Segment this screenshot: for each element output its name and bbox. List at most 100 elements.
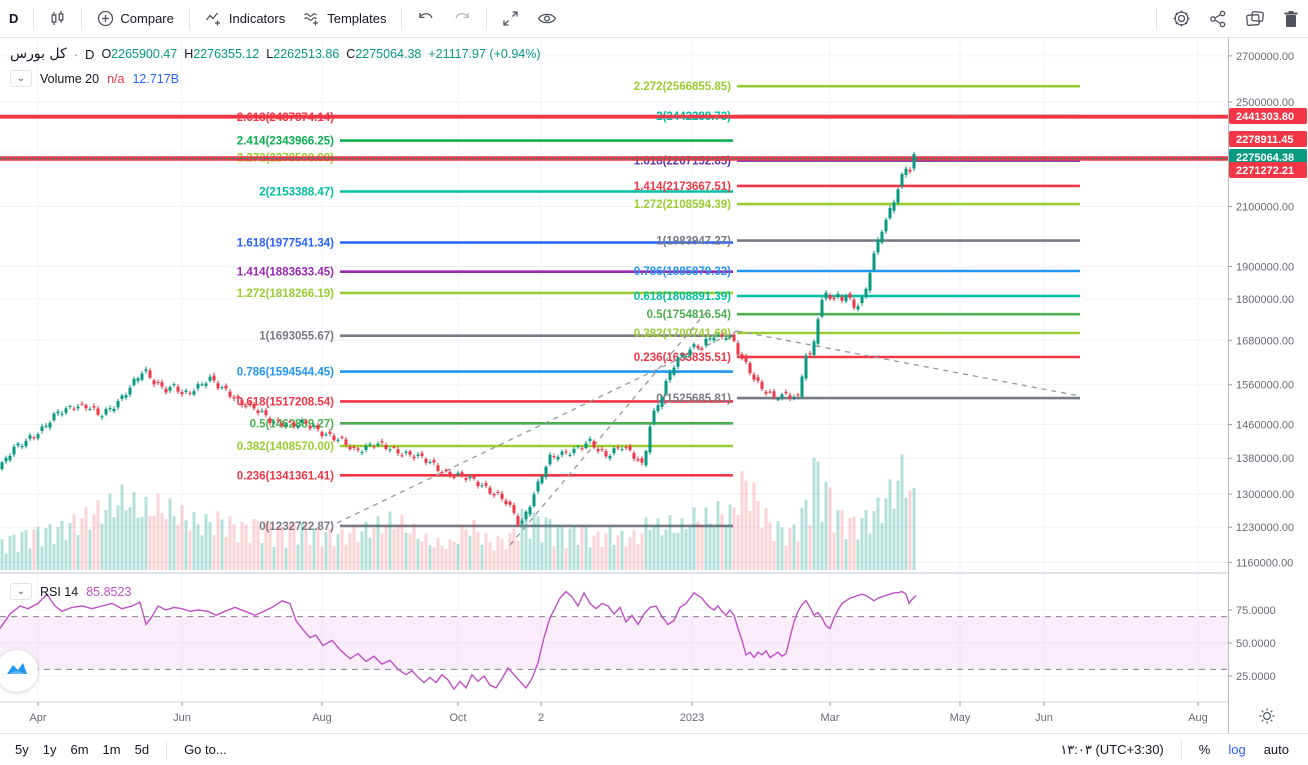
- price-axis[interactable]: 2700000.00 2500000.00 2100000.00 1900000.00…: [1228, 38, 1308, 733]
- svg-text:2100000.00: 2100000.00: [1236, 202, 1294, 214]
- svg-text:1560000.00: 1560000.00: [1236, 380, 1294, 392]
- symbol-title[interactable]: كل بورس: [10, 46, 67, 62]
- sun-gear-icon: [1258, 707, 1276, 730]
- axis-settings-button[interactable]: [1254, 705, 1280, 731]
- share-button[interactable]: [1200, 4, 1236, 34]
- toolbar-divider: [1156, 7, 1157, 30]
- goto-button[interactable]: Go to...: [177, 738, 234, 761]
- rsi-legend: ⌄ RSI 14 85.8523: [10, 583, 131, 600]
- svg-text:2.272(2566855.85): 2.272(2566855.85): [634, 81, 731, 93]
- compare-label: Compare: [120, 11, 174, 26]
- fib-retracement-left[interactable]: 2.618(2437874.14)2.414(2343966.25)2.272(…: [0, 112, 1228, 533]
- templates-icon: [303, 10, 321, 27]
- svg-text:2271272.21: 2271272.21: [1236, 165, 1294, 177]
- clock-button[interactable]: ۱۳:۰۳ (UTC+3:30): [1053, 738, 1170, 762]
- svg-text:2: 2: [538, 712, 544, 724]
- volume-legend: ⌄ Volume 20 n/a 12.717B: [10, 70, 179, 87]
- svg-text:1230000.00: 1230000.00: [1236, 522, 1294, 534]
- rsi-value: 85.8523: [86, 584, 132, 599]
- range-1y-button[interactable]: 1y: [36, 738, 64, 761]
- gear-icon: [1172, 9, 1191, 28]
- ohlc-item: C2275064.38: [346, 47, 422, 61]
- trash-icon: [1283, 10, 1299, 28]
- svg-text:1680000.00: 1680000.00: [1236, 335, 1294, 347]
- svg-text:1.414(1883633.45): 1.414(1883633.45): [237, 267, 334, 279]
- share-icon: [1209, 10, 1227, 28]
- volume-label: Volume 20: [40, 71, 100, 86]
- svg-text:50.0000: 50.0000: [1236, 638, 1276, 650]
- snapshot-button[interactable]: [1236, 4, 1274, 34]
- volume-value: 12.717B: [132, 71, 180, 86]
- fullscreen-button[interactable]: [493, 4, 528, 33]
- svg-text:0.5(1754816.54): 0.5(1754816.54): [647, 309, 732, 321]
- svg-text:0.236(1633835.51): 0.236(1633835.51): [634, 352, 731, 364]
- brand-logo-button[interactable]: [0, 650, 38, 692]
- percent-scale-button[interactable]: %: [1192, 738, 1218, 761]
- ohlc-item: L2262513.86: [266, 47, 340, 61]
- ohlc-item: O2265900.47: [101, 47, 178, 61]
- settings-button[interactable]: [1163, 3, 1200, 34]
- price-badge: 2278911.45: [1229, 131, 1307, 147]
- svg-text:2278911.45: 2278911.45: [1236, 134, 1294, 146]
- brand-logo-icon: [5, 660, 29, 683]
- range-5d-button[interactable]: 5d: [128, 738, 156, 761]
- log-scale-button[interactable]: log: [1221, 738, 1252, 761]
- templates-label: Templates: [327, 11, 387, 26]
- range-5y-button[interactable]: 5y: [8, 738, 36, 761]
- undo-button[interactable]: [408, 5, 444, 32]
- undo-icon: [417, 11, 435, 26]
- rsi-collapse-button[interactable]: ⌄: [10, 583, 32, 600]
- delete-button[interactable]: [1274, 4, 1308, 34]
- top-toolbar: D Compare: [0, 0, 1308, 38]
- range-6m-button[interactable]: 6m: [63, 738, 95, 761]
- svg-text:2023: 2023: [680, 712, 704, 724]
- horizontal-price-lines[interactable]: [0, 114, 1228, 161]
- time-axis[interactable]: Apr Jun Aug Oct 2 2023 Mar May Jun Aug: [29, 702, 1208, 724]
- eye-button[interactable]: [528, 5, 566, 32]
- bottombar-divider: [1180, 740, 1182, 759]
- eye-icon: [537, 11, 557, 26]
- plus-circle-icon: [97, 10, 114, 27]
- range-1m-button[interactable]: 1m: [96, 738, 128, 761]
- gridlines: [0, 38, 1228, 702]
- svg-text:1160000.00: 1160000.00: [1236, 557, 1293, 569]
- svg-text:Aug: Aug: [1188, 712, 1208, 724]
- fib-retracement-right[interactable]: 2.272(2566855.85)2(2442288.73)1.618(2267…: [634, 81, 1080, 405]
- auto-scale-button[interactable]: auto: [1257, 738, 1296, 761]
- svg-text:Aug: Aug: [312, 712, 332, 724]
- legend-timeframe: D: [85, 46, 95, 62]
- volume-collapse-button[interactable]: ⌄: [10, 70, 32, 87]
- rsi-label: RSI 14: [40, 584, 79, 599]
- redo-icon: [453, 11, 471, 26]
- compare-button[interactable]: Compare: [88, 4, 182, 33]
- redo-button[interactable]: [444, 5, 480, 32]
- svg-text:2(2153388.47): 2(2153388.47): [259, 187, 334, 199]
- svg-text:2500000.00: 2500000.00: [1236, 97, 1294, 109]
- templates-button[interactable]: Templates: [294, 4, 395, 33]
- candles: [0, 152, 916, 527]
- svg-text:2.414(2343966.25): 2.414(2343966.25): [237, 136, 334, 148]
- svg-text:1.272(2108594.39): 1.272(2108594.39): [634, 199, 731, 211]
- svg-text:0.382(1700741.69): 0.382(1700741.69): [634, 328, 731, 340]
- svg-text:1.272(1818266.19): 1.272(1818266.19): [237, 288, 334, 300]
- chart-style-button[interactable]: [40, 4, 75, 33]
- svg-text:2441303.80: 2441303.80: [1236, 111, 1294, 123]
- price-badge: 2441303.80: [1229, 108, 1307, 124]
- indicators-button[interactable]: Indicators: [196, 4, 294, 33]
- change-value: +21117.97 (+0.94%): [428, 47, 541, 61]
- svg-text:0.618(1517208.54): 0.618(1517208.54): [237, 396, 334, 408]
- svg-text:0.236(1341361.41): 0.236(1341361.41): [237, 470, 334, 482]
- fullscreen-icon: [502, 10, 519, 27]
- svg-text:1(1693055.67): 1(1693055.67): [259, 331, 334, 343]
- interval-button[interactable]: D: [0, 5, 27, 32]
- toolbar-divider: [33, 7, 35, 30]
- ohlc-item: H2276355.12: [184, 47, 260, 61]
- trendlines[interactable]: [336, 309, 1081, 546]
- bottom-toolbar: 5y 1y 6m 1m 5d Go to... ۱۳:۰۳ (UTC+3:30) % l…: [0, 733, 1308, 765]
- price-badge: 2271272.21: [1229, 162, 1307, 178]
- candlestick-style-icon: [49, 10, 66, 27]
- svg-text:1800000.00: 1800000.00: [1236, 294, 1294, 306]
- svg-text:0.786(1885879.32): 0.786(1885879.32): [634, 266, 731, 278]
- bottombar-divider: [166, 740, 168, 759]
